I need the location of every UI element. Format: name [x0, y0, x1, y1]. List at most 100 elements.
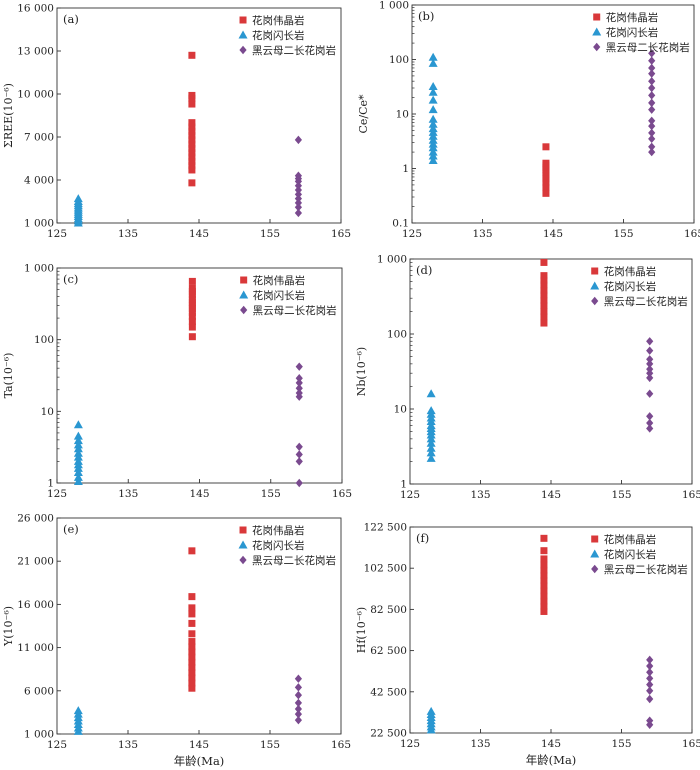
data-point — [426, 706, 436, 715]
data-point — [294, 208, 302, 218]
panel-label: (f) — [416, 531, 429, 545]
data-point — [188, 313, 196, 321]
series-1 — [188, 51, 196, 187]
data-point — [542, 143, 550, 151]
y-tick-label: 21 000 — [17, 556, 54, 568]
legend-marker — [591, 535, 599, 543]
data-point — [428, 52, 438, 61]
series-3 — [648, 49, 656, 157]
y-tick-label: 1 — [402, 163, 409, 175]
legend-marker — [591, 267, 599, 275]
data-point — [73, 194, 83, 203]
panel-label: (e) — [63, 522, 79, 536]
data-point — [540, 313, 548, 321]
data-point — [540, 272, 548, 280]
legend-marker — [239, 526, 247, 534]
data-point — [188, 669, 196, 677]
series-2 — [73, 194, 83, 227]
panel-d: 125 135 145 155 165 1 10 100 1 000 (d) Nb(10⁻⁶) 花岗伟… — [355, 254, 700, 502]
data-point — [646, 418, 654, 428]
y-tick-label: 1 — [400, 479, 407, 491]
series-2 — [73, 420, 83, 485]
data-point — [540, 582, 548, 590]
data-point — [188, 119, 196, 127]
x-axis-label: 年龄(Ma) — [526, 753, 577, 767]
data-point — [188, 547, 196, 555]
data-point — [73, 476, 83, 485]
data-point — [188, 100, 196, 108]
data-point — [540, 296, 548, 304]
data-point — [648, 49, 656, 58]
data-point — [542, 189, 550, 197]
data-point — [540, 566, 548, 574]
y-tick-label: 16 000 — [17, 599, 54, 611]
data-point — [294, 704, 302, 714]
y-tick-label: 16 000 — [17, 3, 54, 15]
data-point — [294, 690, 302, 700]
data-point — [295, 457, 303, 466]
data-point — [294, 194, 302, 203]
data-point — [428, 95, 438, 104]
data-point — [648, 76, 656, 86]
data-point — [188, 593, 196, 601]
data-point — [426, 406, 436, 415]
panel-label: (a) — [63, 12, 79, 26]
legend-marker — [590, 281, 600, 290]
x-tick-label: 145 — [541, 738, 561, 750]
data-point — [426, 448, 436, 457]
y-tick-label: 1 — [47, 478, 54, 490]
data-point — [294, 171, 302, 180]
data-point — [73, 436, 83, 445]
data-point — [294, 674, 302, 683]
data-point — [428, 156, 438, 165]
y-tick-label: 10 — [41, 406, 54, 418]
legend-entry: 花岗闪长岩 — [604, 548, 657, 561]
data-point — [428, 81, 438, 90]
data-point — [295, 388, 303, 398]
x-tick-label: 155 — [260, 228, 280, 240]
x-tick-label: 135 — [118, 739, 138, 751]
data-point — [646, 716, 654, 725]
panel-a: 125 135 145 155 165 1 000 4 000 7 000 10 000 13 0… — [2, 3, 351, 241]
legend-entry: 黑云母二长花岗岩 — [606, 41, 690, 54]
legend-marker — [238, 540, 248, 549]
y-tick-label: 10 000 — [17, 89, 54, 101]
x-tick-label: 145 — [189, 739, 209, 751]
data-point — [540, 561, 548, 569]
data-point — [188, 91, 196, 99]
series-2 — [428, 52, 438, 165]
data-point — [542, 183, 550, 191]
data-point — [540, 597, 548, 605]
data-point — [73, 456, 83, 465]
x-tick-label: 125 — [400, 738, 420, 750]
data-point — [648, 134, 656, 144]
panel-label: (b) — [418, 9, 434, 23]
data-point — [188, 299, 196, 307]
x-tick-label: 165 — [331, 228, 351, 240]
series-2 — [426, 706, 436, 734]
series-1 — [540, 534, 548, 615]
y-axis-label: ΣREE(10⁻⁶) — [2, 83, 15, 148]
y-tick-label: 42 500 — [370, 686, 407, 698]
series-1 — [188, 277, 196, 341]
legend-entry: 花岗伟晶岩 — [606, 11, 659, 24]
y-tick-label: 62 500 — [370, 645, 407, 657]
series-2 — [73, 706, 83, 735]
data-point — [188, 643, 196, 651]
legend-entry: 黑云母二长花岗岩 — [604, 563, 688, 576]
data-point — [428, 87, 438, 96]
data-point — [188, 123, 196, 131]
legend-entry: 黑云母二长花岗岩 — [604, 295, 688, 308]
data-point — [188, 619, 196, 627]
data-point — [428, 119, 438, 128]
data-point — [540, 291, 548, 299]
x-tick-label: 135 — [470, 489, 490, 501]
data-point — [648, 121, 656, 131]
data-point — [648, 116, 656, 126]
data-point — [648, 63, 656, 73]
data-point — [646, 680, 654, 689]
series-1 — [542, 143, 550, 197]
